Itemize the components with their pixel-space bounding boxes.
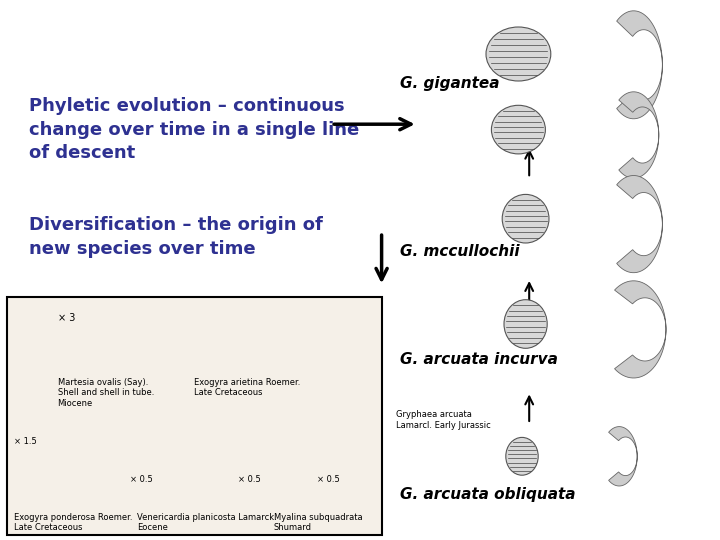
Ellipse shape	[486, 27, 551, 81]
Text: Martesia ovalis (Say).
Shell and shell in tube.
Miocene: Martesia ovalis (Say). Shell and shell i…	[58, 378, 154, 408]
PathPatch shape	[608, 427, 637, 486]
Text: Diversification – the origin of
new species over time: Diversification – the origin of new spec…	[29, 216, 323, 258]
Text: Gryphaea arcuata
Lamarcl. Early Jurassic: Gryphaea arcuata Lamarcl. Early Jurassic	[396, 410, 491, 430]
Text: Exogyra arietina Roemer.
Late Cretaceous: Exogyra arietina Roemer. Late Cretaceous	[194, 378, 301, 397]
Text: G. gigantea: G. gigantea	[400, 76, 499, 91]
Text: × 3: × 3	[58, 313, 75, 323]
Text: G. arcuata incurva: G. arcuata incurva	[400, 352, 557, 367]
Text: Exogyra ponderosa Roemer.
Late Cretaceous: Exogyra ponderosa Roemer. Late Cretaceou…	[14, 513, 133, 532]
Text: × 0.5: × 0.5	[238, 475, 261, 484]
Text: Phyletic evolution – continuous
change over time in a single line
of descent: Phyletic evolution – continuous change o…	[29, 97, 359, 163]
Ellipse shape	[491, 105, 546, 154]
Text: G. arcuata obliquata: G. arcuata obliquata	[400, 487, 575, 502]
PathPatch shape	[616, 176, 662, 273]
Text: Myalina subquadrata
Shumard: Myalina subquadrata Shumard	[274, 513, 362, 532]
Text: Venericardia planicosta Lamarck.
Eocene: Venericardia planicosta Lamarck. Eocene	[137, 513, 276, 532]
FancyBboxPatch shape	[7, 297, 382, 535]
PathPatch shape	[615, 281, 666, 378]
PathPatch shape	[618, 92, 659, 178]
Ellipse shape	[503, 194, 549, 243]
Ellipse shape	[504, 300, 547, 348]
Text: × 1.5: × 1.5	[14, 437, 37, 447]
Text: × 0.5: × 0.5	[130, 475, 153, 484]
Text: G. mccullochii: G. mccullochii	[400, 244, 519, 259]
PathPatch shape	[616, 11, 662, 119]
Ellipse shape	[505, 437, 539, 475]
Text: × 0.5: × 0.5	[317, 475, 340, 484]
